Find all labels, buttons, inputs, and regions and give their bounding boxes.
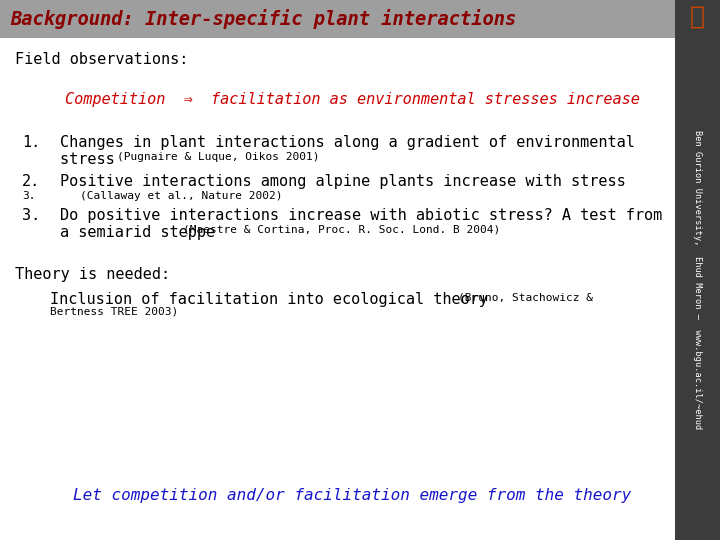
Text: Do positive interactions increase with abiotic stress? A test from: Do positive interactions increase with a…: [60, 208, 662, 223]
Text: Ben Gurion University,  Ehud Meron –  www.bgu.ac.il/~ehud: Ben Gurion University, Ehud Meron – www.…: [693, 130, 702, 430]
Text: 3.: 3.: [22, 208, 40, 223]
Text: 1.: 1.: [22, 135, 40, 150]
Bar: [675, 0, 720, 540]
Text: Let competition and/or facilitation emerge from the theory: Let competition and/or facilitation emer…: [73, 488, 631, 503]
Text: Positive interactions among alpine plants increase with stress: Positive interactions among alpine plant…: [60, 174, 626, 189]
Text: Competition  ⇒  facilitation as environmental stresses increase: Competition ⇒ facilitation as environmen…: [65, 92, 640, 107]
Text: (Maestre & Cortina, Proc. R. Soc. Lond. B 2004): (Maestre & Cortina, Proc. R. Soc. Lond. …: [183, 225, 500, 235]
Text: Bertness TREE 2003): Bertness TREE 2003): [50, 306, 179, 316]
Text: stress: stress: [60, 152, 124, 167]
Text: Background: Inter-specific plant interactions: Background: Inter-specific plant interac…: [10, 9, 516, 29]
Text: Theory is needed:: Theory is needed:: [15, 267, 170, 282]
Text: Inclusion of facilitation into ecological theory: Inclusion of facilitation into ecologica…: [50, 292, 506, 307]
Text: 3.: 3.: [22, 191, 35, 201]
Text: (Bruno, Stachowicz &: (Bruno, Stachowicz &: [458, 292, 593, 302]
Bar: [0, 0, 675, 38]
Text: 2.: 2.: [22, 174, 40, 189]
Text: (Callaway et al., Nature 2002): (Callaway et al., Nature 2002): [80, 191, 282, 201]
Text: ඞ: ඞ: [690, 5, 705, 29]
Text: Changes in plant interactions along a gradient of environmental: Changes in plant interactions along a gr…: [60, 135, 635, 150]
Text: a semiarid steppe: a semiarid steppe: [60, 225, 224, 240]
Text: Field observations:: Field observations:: [15, 52, 189, 67]
Text: (Pugnaire & Luque, Oikos 2001): (Pugnaire & Luque, Oikos 2001): [117, 152, 320, 162]
Bar: [675, 0, 720, 38]
